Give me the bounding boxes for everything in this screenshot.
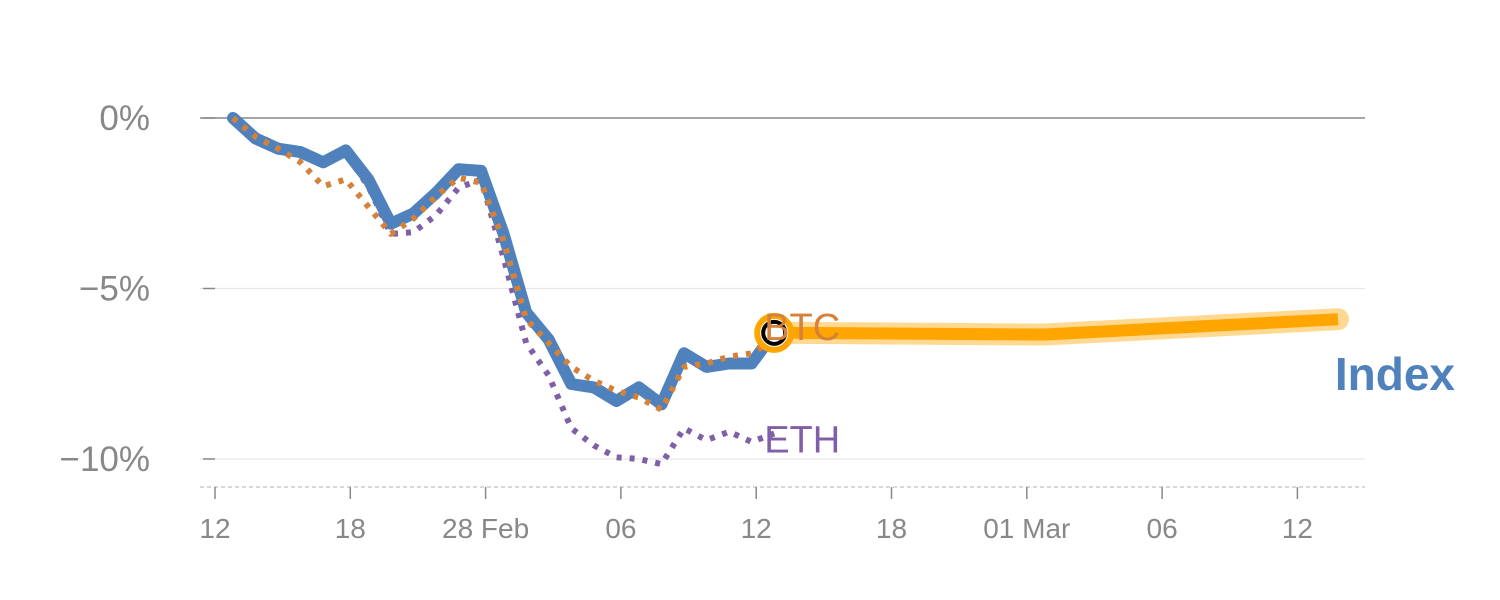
x-tick-label: 01 Mar bbox=[983, 513, 1070, 544]
series-line-btc bbox=[231, 115, 776, 413]
x-tick-label: 06 bbox=[605, 513, 636, 544]
y-tick-label: −10% bbox=[60, 440, 151, 479]
y-tick-label: 0% bbox=[99, 99, 150, 138]
series-line-index bbox=[227, 112, 781, 411]
y-tick-label: −5% bbox=[79, 270, 150, 309]
gridlines bbox=[200, 117, 1365, 460]
x-tick-label: 12 bbox=[199, 513, 230, 544]
series-line-eth bbox=[231, 115, 776, 468]
x-tick-label: 28 Feb bbox=[442, 513, 529, 544]
forecast-line bbox=[774, 313, 1339, 341]
series-label-eth: ETH bbox=[764, 420, 840, 462]
x-tick-label: 12 bbox=[741, 513, 772, 544]
axes: 0% −5% −10% 12 18 28 Feb 06 12 18 01 Mar 06 12 bbox=[60, 99, 1365, 544]
x-tick-label: 06 bbox=[1147, 513, 1178, 544]
x-tick-label: 18 bbox=[876, 513, 907, 544]
x-tick-label: 18 bbox=[335, 513, 366, 544]
series-label-index: Index bbox=[1335, 348, 1456, 400]
current-point-marker-inner bbox=[761, 319, 788, 346]
series-lines bbox=[227, 112, 1349, 468]
series-labels: BTC ETH Index bbox=[764, 307, 1455, 462]
x-tick-label: 12 bbox=[1282, 513, 1313, 544]
series-label-btc: BTC bbox=[764, 307, 840, 349]
